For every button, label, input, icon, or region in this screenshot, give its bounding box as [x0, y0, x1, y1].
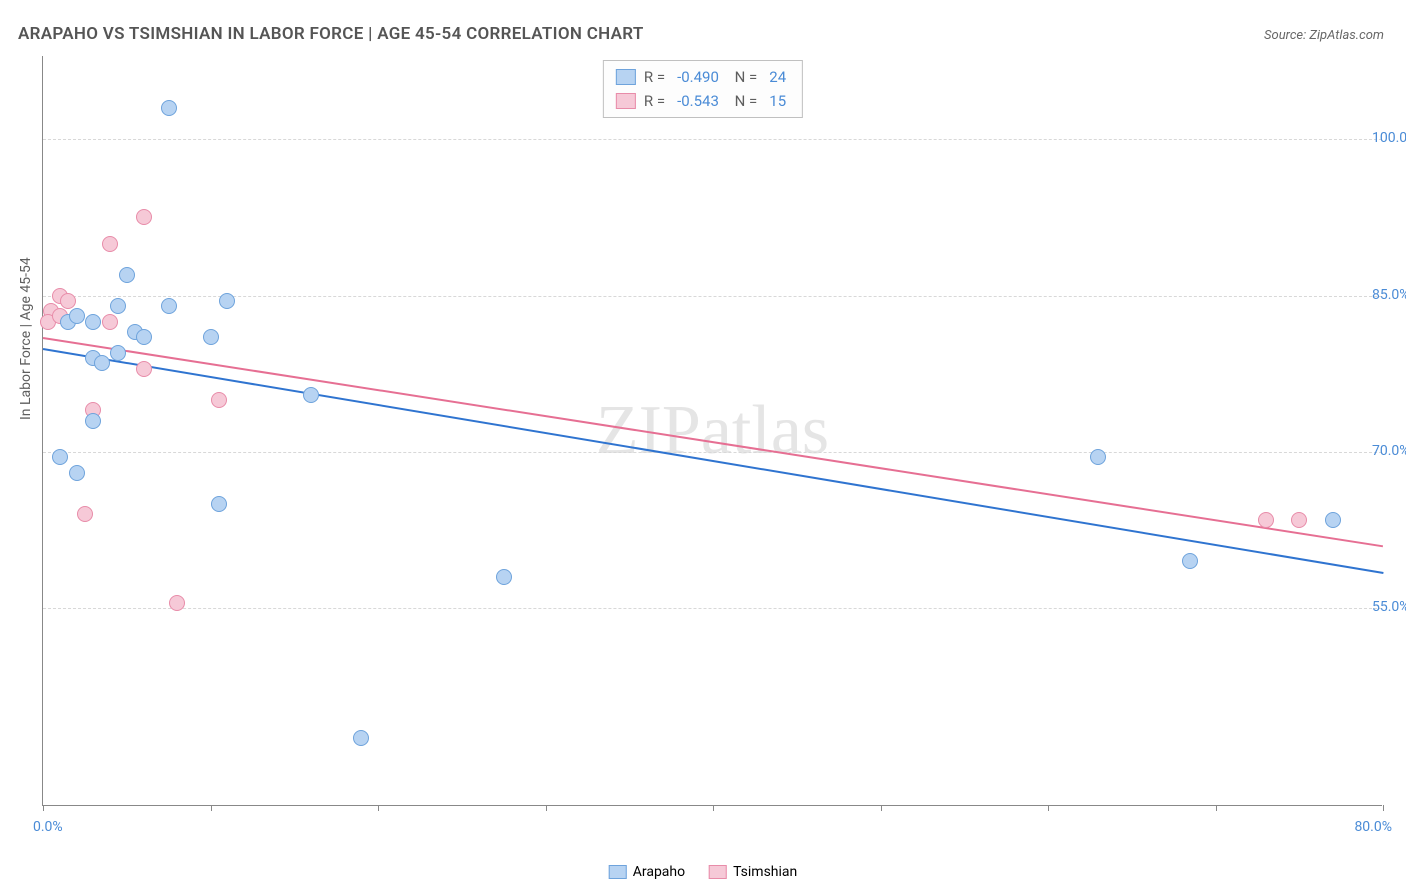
y-tick-label: 70.0%	[1372, 443, 1406, 459]
y-tick-label: 85.0%	[1372, 287, 1406, 303]
legend-label-series1: Arapaho	[633, 864, 685, 880]
scatter-point-series1	[161, 100, 177, 116]
x-tick	[1383, 805, 1384, 811]
x-tick	[713, 805, 714, 811]
scatter-point-series1	[303, 387, 319, 403]
x-tick	[1216, 805, 1217, 811]
scatter-point-series1	[69, 308, 85, 324]
scatter-point-series1	[136, 329, 152, 345]
y-tick-label: 100.0%	[1372, 130, 1406, 146]
chart-title: ARAPAHO VS TSIMSHIAN IN LABOR FORCE | AG…	[18, 24, 644, 44]
y-tick-label: 55.0%	[1372, 599, 1406, 615]
gridline	[43, 139, 1382, 140]
legend-r-label: R =	[644, 68, 665, 86]
legend-n-label: N =	[731, 68, 757, 86]
scatter-point-series1	[496, 569, 512, 585]
scatter-point-series2	[77, 506, 93, 522]
y-axis-label: In Labor Force | Age 45-54	[18, 257, 34, 420]
plot-area: ZIPatlas 55.0%70.0%85.0%100.0%0.0%80.0%	[42, 56, 1382, 806]
gridline	[43, 608, 1382, 609]
legend-r-value-1: -0.490	[673, 68, 723, 86]
series-legend: Arapaho Tsimshian	[609, 864, 798, 880]
x-tick	[1048, 805, 1049, 811]
legend-n-label: N =	[731, 92, 757, 110]
scatter-point-series1	[85, 413, 101, 429]
legend-r-label: R =	[644, 92, 665, 110]
correlation-chart: ARAPAHO VS TSIMSHIAN IN LABOR FORCE | AG…	[0, 0, 1406, 892]
legend-row-series2: R = -0.543 N = 15	[616, 89, 790, 113]
scatter-point-series1	[85, 314, 101, 330]
scatter-point-series1	[69, 465, 85, 481]
gridline	[43, 452, 1382, 453]
scatter-point-series1	[219, 293, 235, 309]
legend-swatch-series1	[616, 69, 636, 85]
x-tick	[211, 805, 212, 811]
legend-swatch-series2	[616, 93, 636, 109]
scatter-point-series2	[102, 236, 118, 252]
legend-n-value-1: 24	[765, 68, 790, 86]
legend-swatch-icon	[609, 865, 627, 879]
scatter-point-series1	[203, 329, 219, 345]
scatter-point-series1	[211, 496, 227, 512]
scatter-point-series1	[52, 449, 68, 465]
trend-line-series1	[43, 348, 1383, 574]
x-tick	[881, 805, 882, 811]
scatter-point-series1	[1182, 553, 1198, 569]
scatter-point-series2	[1258, 512, 1274, 528]
scatter-point-series1	[94, 355, 110, 371]
scatter-point-series1	[1325, 512, 1341, 528]
legend-row-series1: R = -0.490 N = 24	[616, 65, 790, 89]
legend-item-series1: Arapaho	[609, 864, 685, 880]
scatter-point-series2	[102, 314, 118, 330]
scatter-point-series2	[60, 293, 76, 309]
gridline	[43, 296, 1382, 297]
x-tick-label-start: 0.0%	[33, 819, 63, 835]
scatter-point-series2	[211, 392, 227, 408]
legend-item-series2: Tsimshian	[709, 864, 797, 880]
scatter-point-series2	[1291, 512, 1307, 528]
scatter-point-series2	[136, 209, 152, 225]
correlation-legend: R = -0.490 N = 24 R = -0.543 N = 15	[603, 60, 803, 118]
scatter-point-series1	[110, 345, 126, 361]
scatter-point-series1	[353, 730, 369, 746]
x-tick-label-end: 80.0%	[1354, 819, 1392, 835]
trend-line-series2	[43, 337, 1383, 547]
scatter-point-series1	[119, 267, 135, 283]
legend-swatch-icon	[709, 865, 727, 879]
scatter-point-series1	[110, 298, 126, 314]
x-tick	[546, 805, 547, 811]
legend-n-value-2: 15	[765, 92, 790, 110]
scatter-point-series1	[1090, 449, 1106, 465]
scatter-point-series2	[136, 361, 152, 377]
x-tick	[378, 805, 379, 811]
legend-label-series2: Tsimshian	[733, 864, 797, 880]
source-attribution: Source: ZipAtlas.com	[1264, 28, 1384, 43]
legend-r-value-2: -0.543	[673, 92, 723, 110]
scatter-point-series2	[169, 595, 185, 611]
x-tick	[43, 805, 44, 811]
scatter-point-series1	[161, 298, 177, 314]
